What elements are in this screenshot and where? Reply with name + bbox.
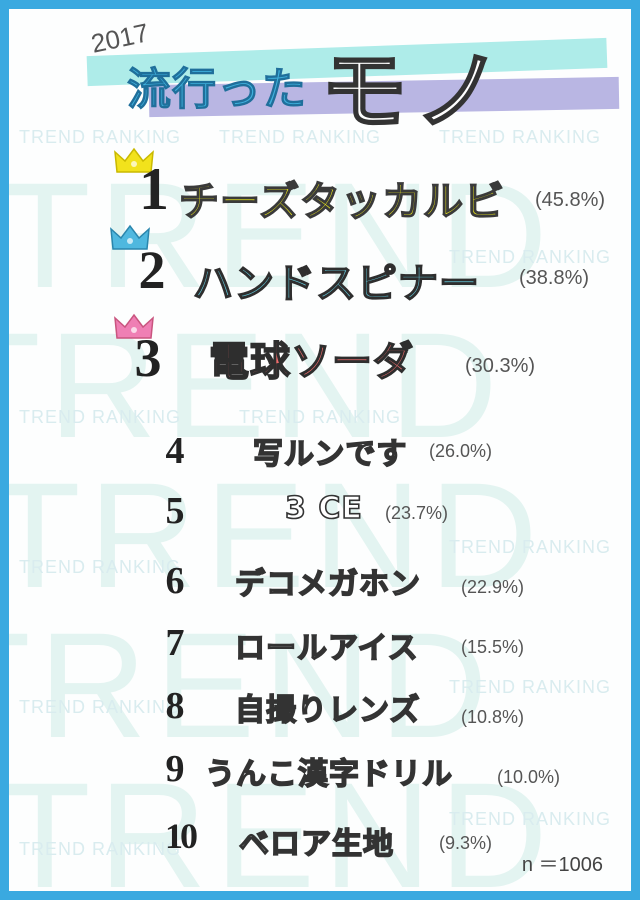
ranking-item-percent: (30.3%) [465,355,536,377]
ranking-item-name: ロールアイス [234,630,419,667]
ranking-item-percent: (15.5%) [461,637,525,657]
watermark-text: TREND RANKING [449,809,612,829]
ranking-item-name: 写ルンです [252,436,408,473]
rank-number: 5 [165,490,185,532]
sample-size: n ＝1006 [521,854,603,876]
rank-number: 7 [165,622,185,664]
page-title: 流行った [127,64,307,116]
rank-number: 2 [138,240,166,300]
rank-number: 6 [165,560,185,602]
rank-number: 10 [165,816,198,856]
ranking-item-name: デコメガホン [234,566,421,603]
watermark-text: TREND RANKING [449,677,612,697]
ranking-item-name: ベロア生地 [238,826,394,863]
watermark-text: TREND RANKING [19,407,182,427]
watermark-text: TREND RANKING [239,407,402,427]
page-title-emphasis: モノ [320,41,509,144]
ranking-item-name: チーズタッカルビ [178,178,505,226]
ranking-item-percent: (10.0%) [497,767,561,787]
rank-number: 4 [165,430,185,472]
rank-number: 8 [165,685,185,727]
gold-crown-icon [114,147,154,173]
ranking-item-name: ハンドスピナー [192,260,480,308]
watermark-text: TREND RANKING [449,537,612,557]
rank-number: 1 [139,156,169,222]
watermark-text: TREND RANKING [19,127,182,147]
ranking-item-percent: (23.7%) [385,503,449,523]
ranking-item-name: 3 CE [284,490,363,527]
ranking-item-percent: (22.9%) [461,577,525,597]
ranking-item-percent: (26.0%) [429,441,493,461]
ranking-item-percent: (45.8%) [535,189,606,211]
ranking-item-percent: (9.3%) [439,833,493,853]
rank-number: 9 [165,748,185,790]
blue-crown-icon [110,224,150,250]
ranking-item-name: 自撮りレンズ [234,692,421,729]
rank-number: 3 [134,328,162,388]
pink-crown-icon [114,313,154,339]
ranking-item-percent: (38.8%) [519,267,590,289]
ranking-item-percent: (10.8%) [461,707,525,727]
ranking-item-name: 電球ソーダ [208,338,414,386]
ranking-item-name: うんこ漢字ドリル [204,756,453,793]
